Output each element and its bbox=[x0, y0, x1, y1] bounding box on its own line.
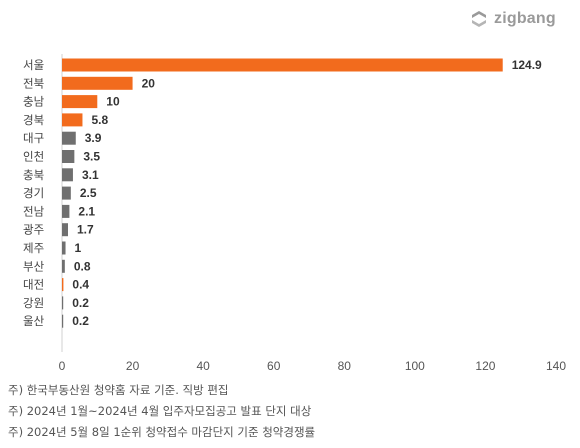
bar bbox=[62, 278, 64, 292]
category-label: 전북 bbox=[23, 76, 44, 90]
footnotes: 주) 한국부동산원 청약홈 자료 기준. 직방 편집 주) 2024년 1월~2… bbox=[8, 380, 568, 443]
category-label: 울산 bbox=[23, 314, 45, 328]
bar bbox=[62, 241, 66, 255]
category-label: 광주 bbox=[23, 223, 44, 237]
category-label: 대전 bbox=[23, 278, 44, 292]
value-label: 1 bbox=[75, 241, 82, 255]
x-tick-label: 140 bbox=[546, 359, 566, 373]
value-label: 10 bbox=[106, 95, 120, 109]
x-tick-label: 60 bbox=[267, 359, 281, 373]
x-tick-label: 120 bbox=[475, 359, 495, 373]
category-label: 서울 bbox=[23, 58, 44, 72]
value-label: 124.9 bbox=[512, 58, 542, 72]
category-label: 충북 bbox=[23, 168, 44, 182]
zigbang-logo: zigbang bbox=[468, 6, 578, 32]
category-label: 인천 bbox=[23, 150, 44, 164]
x-tick-label: 40 bbox=[196, 359, 210, 373]
category-label: 전남 bbox=[23, 204, 45, 218]
value-label: 2.1 bbox=[78, 204, 95, 218]
bar bbox=[62, 223, 68, 237]
bar bbox=[62, 113, 83, 127]
bar bbox=[62, 296, 64, 310]
value-label: 3.9 bbox=[85, 131, 102, 145]
value-label: 5.8 bbox=[91, 113, 108, 127]
bar bbox=[62, 76, 133, 90]
footnote-basis: 주) 2024년 5월 8일 1순위 청약접수 마감단지 기준 청약경쟁률 bbox=[8, 425, 316, 439]
category-label: 강원 bbox=[23, 296, 44, 310]
bar bbox=[62, 131, 76, 145]
category-label: 대구 bbox=[23, 131, 44, 145]
category-label: 충남 bbox=[23, 95, 45, 109]
value-label: 1.7 bbox=[77, 223, 94, 237]
bar bbox=[62, 314, 64, 328]
zigbang-logo-icon bbox=[472, 11, 486, 27]
value-label: 3.5 bbox=[83, 150, 100, 164]
bar bbox=[62, 204, 70, 218]
bar bbox=[62, 186, 71, 200]
zigbang-logo-text: zigbang bbox=[494, 10, 556, 27]
category-label: 제주 bbox=[23, 241, 44, 255]
footnote-source: 주) 한국부동산원 청약홈 자료 기준. 직방 편집 bbox=[8, 383, 229, 397]
value-label: 0.2 bbox=[72, 314, 89, 328]
bar bbox=[62, 95, 98, 109]
value-label: 20 bbox=[142, 76, 156, 90]
bar bbox=[62, 58, 503, 72]
x-tick-label: 80 bbox=[338, 359, 352, 373]
footnote-scope: 주) 2024년 1월~2024년 4월 입주자모집공고 발표 단지 대상 bbox=[8, 404, 312, 418]
bar bbox=[62, 168, 73, 182]
value-label: 2.5 bbox=[80, 186, 97, 200]
x-tick-label: 100 bbox=[405, 359, 425, 373]
bar bbox=[62, 259, 65, 273]
value-label: 3.1 bbox=[82, 168, 99, 182]
value-label: 0.4 bbox=[72, 278, 89, 292]
bar bbox=[62, 150, 75, 163]
value-label: 0.2 bbox=[72, 296, 89, 310]
category-label: 경북 bbox=[23, 113, 44, 127]
x-tick-label: 20 bbox=[126, 359, 140, 373]
x-tick-label: 0 bbox=[59, 359, 66, 373]
category-label: 부산 bbox=[23, 259, 45, 273]
category-label: 경기 bbox=[23, 186, 44, 200]
value-label: 0.8 bbox=[74, 259, 91, 273]
